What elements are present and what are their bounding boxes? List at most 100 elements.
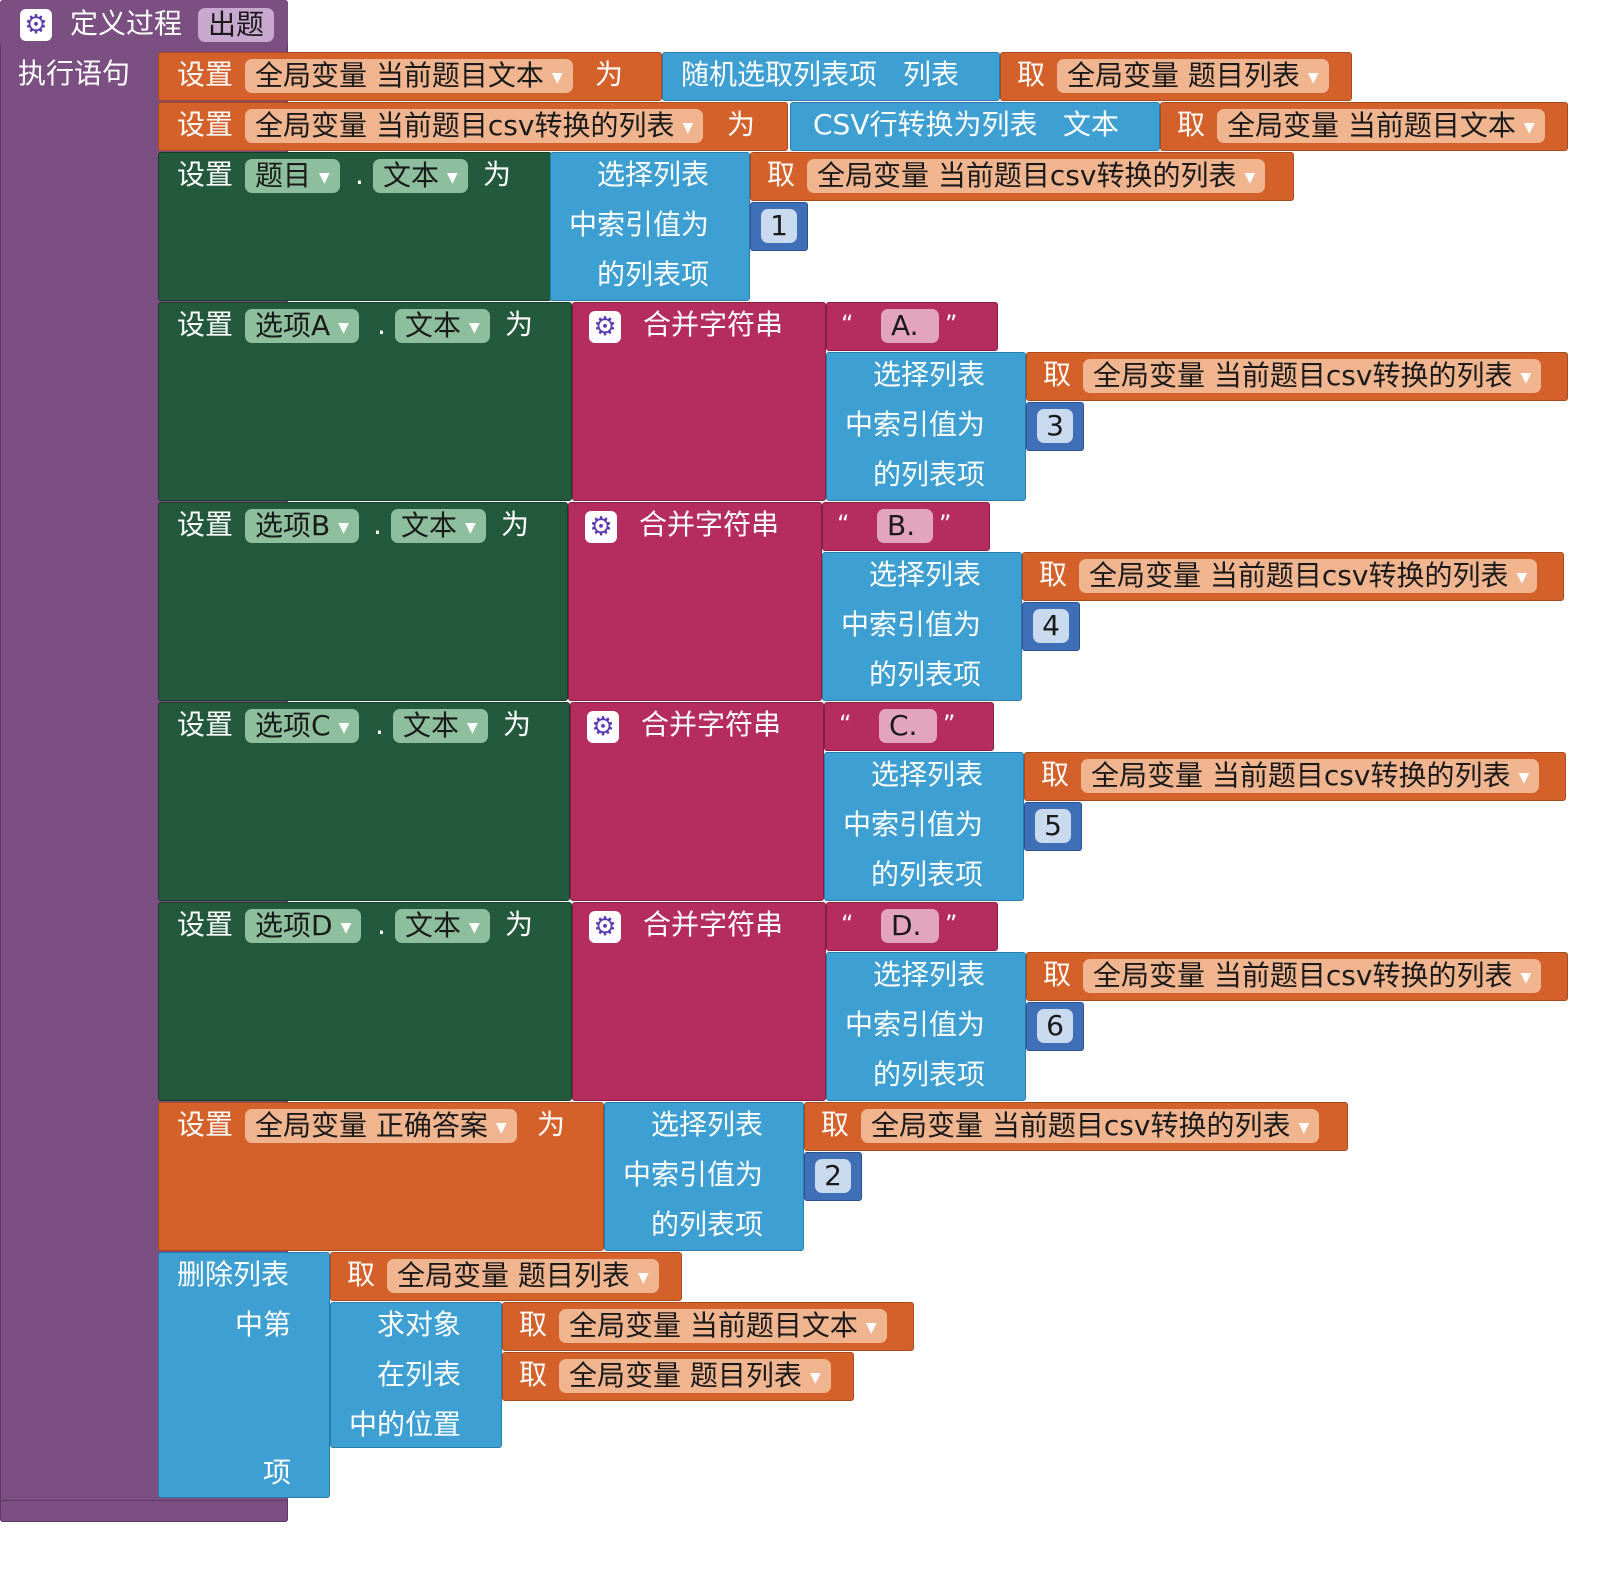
get-question-list-block[interactable]: 取 全局变量 题目列表 ▼: [1000, 52, 1352, 101]
text-literal-block[interactable]: “ A. ”: [826, 302, 998, 351]
number-block[interactable]: 3: [1026, 402, 1084, 451]
number-block[interactable]: 2: [804, 1152, 862, 1201]
variable-name: 全局变量 当前题目文本: [255, 59, 544, 92]
variable-dropdown[interactable]: 全局变量 当前题目csv转换的列表 ▼: [245, 109, 704, 143]
number-field[interactable]: 6: [1037, 1009, 1073, 1043]
text-literal-block[interactable]: “ B. ”: [822, 502, 990, 551]
csv-row-label: CSV行转换为列表: [813, 108, 1038, 141]
variable-dropdown[interactable]: 全局变量 题目列表 ▼: [559, 1359, 831, 1393]
select-list-item-block[interactable]: 选择列表 中索引值为 的列表项: [604, 1102, 804, 1251]
variable-dropdown[interactable]: 全局变量 当前题目csv转换的列表 ▼: [861, 1109, 1320, 1143]
text-literal-block[interactable]: “ C. ”: [824, 702, 994, 751]
text-field[interactable]: B.: [877, 509, 933, 543]
component-dropdown[interactable]: 选项D ▼: [245, 909, 362, 943]
join-block[interactable]: 合并字符串: [572, 302, 826, 501]
variable-dropdown[interactable]: 全局变量 正确答案 ▼: [245, 1109, 517, 1143]
get-current-text-block[interactable]: 取 全局变量 当前题目文本 ▼: [502, 1302, 914, 1351]
variable-dropdown[interactable]: 全局变量 当前题目文本 ▼: [559, 1309, 887, 1343]
list-item-label: 的列表项: [597, 258, 710, 291]
number-block[interactable]: 5: [1024, 802, 1082, 851]
set-question-text-block[interactable]: 设置 题目 ▼ . 文本 ▼ 为: [158, 152, 552, 301]
gear-icon[interactable]: [587, 711, 619, 743]
select-list-item-block[interactable]: 选择列表 中索引值为 的列表项: [826, 952, 1026, 1101]
number-block[interactable]: 6: [1026, 1002, 1084, 1051]
text-field[interactable]: A.: [881, 309, 939, 343]
triangle-down-icon: ▼: [338, 520, 349, 536]
text-literal-block[interactable]: “ D. ”: [826, 902, 998, 951]
variable-dropdown[interactable]: 全局变量 题目列表 ▼: [1057, 59, 1329, 93]
remove-list-item-block[interactable]: 删除列表 中第 项: [158, 1252, 330, 1498]
variable-dropdown[interactable]: 全局变量 当前题目csv转换的列表 ▼: [1081, 759, 1540, 793]
variable-dropdown[interactable]: 全局变量 当前题目csv转换的列表 ▼: [807, 159, 1266, 193]
csv-row-to-list-block[interactable]: CSV行转换为列表 文本: [790, 102, 1160, 151]
property-name: 文本: [401, 509, 458, 542]
join-block[interactable]: 合并字符串: [570, 702, 824, 901]
text-field[interactable]: C.: [879, 709, 937, 743]
dot-separator: .: [355, 158, 364, 191]
get-question-list-block[interactable]: 取 全局变量 题目列表 ▼: [502, 1352, 854, 1401]
set-option-b-block[interactable]: 设置 选项B ▼ . 文本 ▼ 为: [158, 502, 568, 701]
select-list-item-block[interactable]: 选择列表 中索引值为 的列表项: [550, 152, 750, 301]
variable-dropdown[interactable]: 全局变量 题目列表 ▼: [387, 1259, 659, 1293]
set-current-csv-block[interactable]: 设置 全局变量 当前题目csv转换的列表 ▼ 为: [158, 102, 788, 151]
join-block[interactable]: 合并字符串: [572, 902, 826, 1101]
variable-dropdown[interactable]: 全局变量 当前题目csv转换的列表 ▼: [1083, 959, 1542, 993]
number-field[interactable]: 3: [1037, 409, 1073, 443]
component-dropdown[interactable]: 选项A ▼: [245, 309, 359, 343]
dot-separator: .: [375, 708, 384, 741]
variable-dropdown[interactable]: 全局变量 当前题目csv转换的列表 ▼: [1079, 559, 1538, 593]
property-name: 文本: [403, 709, 460, 742]
triangle-down-icon: ▼: [682, 120, 694, 136]
property-dropdown[interactable]: 文本 ▼: [393, 709, 488, 743]
random-item-block[interactable]: 随机选取列表项 列表: [662, 52, 1000, 101]
join-block[interactable]: 合并字符串: [568, 502, 822, 701]
variable-dropdown[interactable]: 全局变量 当前题目csv转换的列表 ▼: [1083, 359, 1542, 393]
number-block[interactable]: 1: [750, 202, 808, 251]
get-current-csv-block[interactable]: 取 全局变量 当前题目csv转换的列表 ▼: [804, 1102, 1348, 1151]
variable-dropdown[interactable]: 全局变量 当前题目文本 ▼: [1217, 109, 1545, 143]
variable-name: 全局变量 题目列表: [1067, 59, 1300, 92]
get-current-csv-block[interactable]: 取 全局变量 当前题目csv转换的列表 ▼: [1022, 552, 1564, 601]
get-current-csv-block[interactable]: 取 全局变量 当前题目csv转换的列表 ▼: [1024, 752, 1566, 801]
set-option-c-block[interactable]: 设置 选项C ▼ . 文本 ▼ 为: [158, 702, 570, 901]
component-dropdown[interactable]: 选项B ▼: [245, 509, 359, 543]
number-block[interactable]: 4: [1022, 602, 1080, 651]
select-list-item-block[interactable]: 选择列表 中索引值为 的列表项: [822, 552, 1022, 701]
procedure-name-field[interactable]: 出题: [198, 8, 275, 42]
property-name: 文本: [405, 909, 462, 942]
number-field[interactable]: 4: [1033, 609, 1069, 643]
component-dropdown[interactable]: 题目 ▼: [245, 159, 340, 193]
property-dropdown[interactable]: 文本 ▼: [373, 159, 468, 193]
variable-name: 全局变量 题目列表: [569, 1359, 802, 1392]
get-current-csv-block[interactable]: 取 全局变量 当前题目csv转换的列表 ▼: [750, 152, 1294, 201]
list-item-label: 的列表项: [651, 1208, 764, 1241]
number-field[interactable]: 1: [761, 209, 797, 243]
open-quote: “: [837, 510, 850, 538]
set-correct-answer-block[interactable]: 设置 全局变量 正确答案 ▼ 为: [158, 1102, 604, 1251]
set-option-d-block[interactable]: 设置 选项D ▼ . 文本 ▼ 为: [158, 902, 572, 1101]
number-field[interactable]: 2: [815, 1159, 851, 1193]
triangle-down-icon: ▼: [465, 520, 476, 536]
select-list-item-block[interactable]: 选择列表 中索引值为 的列表项: [826, 352, 1026, 501]
variable-dropdown[interactable]: 全局变量 当前题目文本 ▼: [245, 59, 573, 93]
index-in-list-block[interactable]: 求对象 在列表 中的位置: [330, 1302, 502, 1448]
get-current-csv-block[interactable]: 取 全局变量 当前题目csv转换的列表 ▼: [1026, 352, 1568, 401]
set-option-a-block[interactable]: 设置 选项A ▼ . 文本 ▼ 为: [158, 302, 572, 501]
component-dropdown[interactable]: 选项C ▼: [245, 709, 360, 743]
gear-icon[interactable]: [589, 311, 621, 343]
gear-icon[interactable]: [589, 911, 621, 943]
number-field[interactable]: 5: [1035, 809, 1071, 843]
variable-name: 全局变量 当前题目csv转换的列表: [1093, 959, 1513, 992]
set-current-text-block[interactable]: 设置 全局变量 当前题目文本 ▼ 为: [158, 52, 662, 101]
get-current-text-block[interactable]: 取 全局变量 当前题目文本 ▼: [1160, 102, 1568, 151]
gear-icon[interactable]: [20, 9, 52, 41]
text-field[interactable]: D.: [881, 909, 939, 943]
property-dropdown[interactable]: 文本 ▼: [395, 309, 490, 343]
property-dropdown[interactable]: 文本 ▼: [395, 909, 490, 943]
list-item-label: 的列表项: [869, 658, 982, 691]
property-dropdown[interactable]: 文本 ▼: [391, 509, 486, 543]
get-question-list-block[interactable]: 取 全局变量 题目列表 ▼: [330, 1252, 682, 1301]
select-list-item-block[interactable]: 选择列表 中索引值为 的列表项: [824, 752, 1024, 901]
gear-icon[interactable]: [585, 511, 617, 543]
get-current-csv-block[interactable]: 取 全局变量 当前题目csv转换的列表 ▼: [1026, 952, 1568, 1001]
